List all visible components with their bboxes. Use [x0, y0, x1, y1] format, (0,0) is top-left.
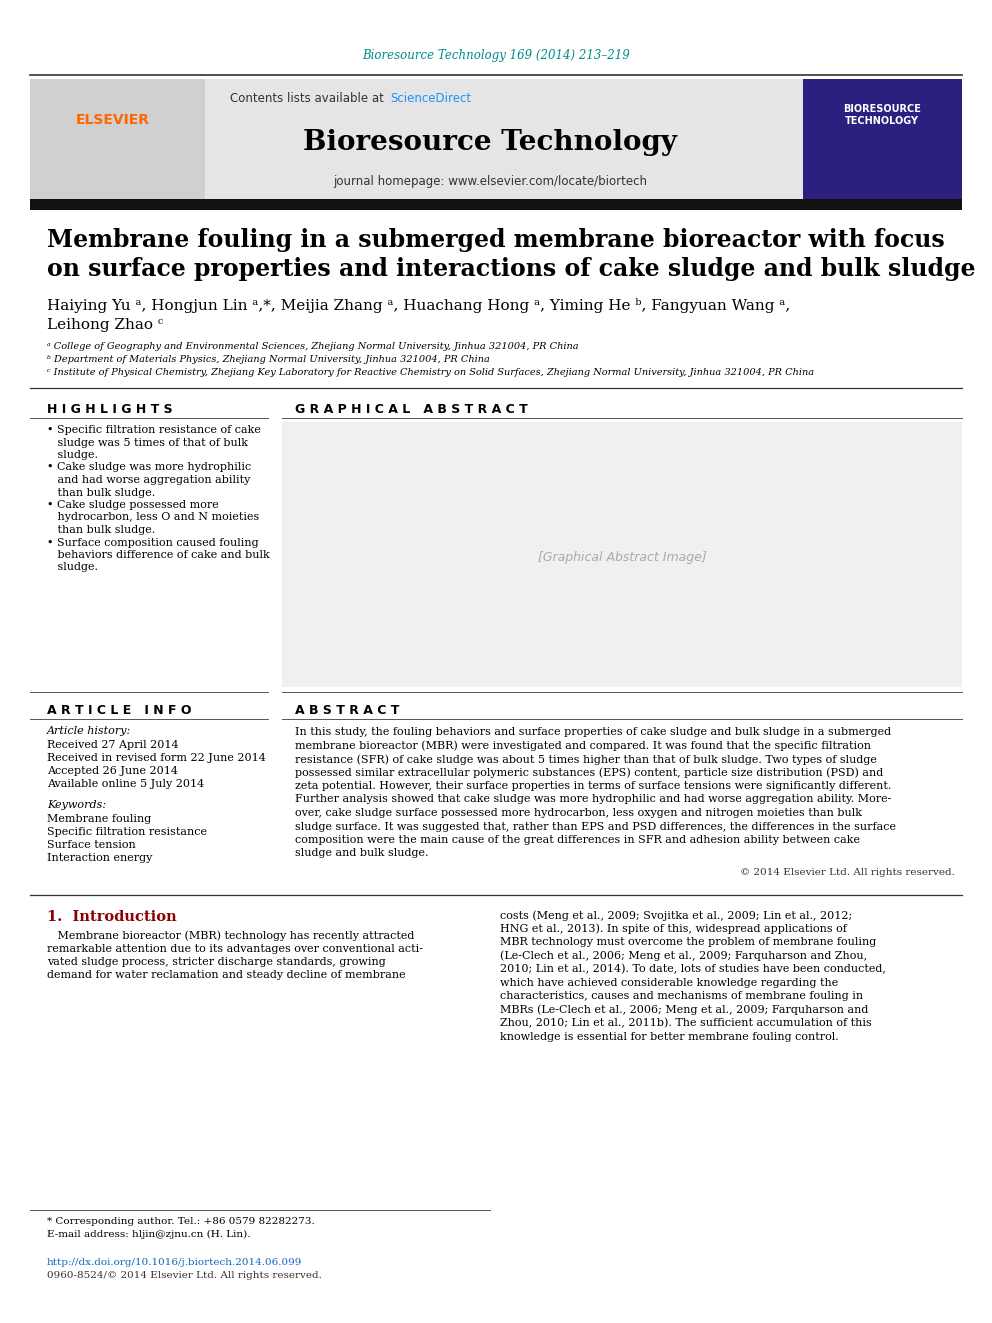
Text: ScienceDirect: ScienceDirect [390, 93, 471, 106]
Text: Membrane fouling in a submerged membrane bioreactor with focus: Membrane fouling in a submerged membrane… [47, 228, 944, 251]
Text: and had worse aggregation ability: and had worse aggregation ability [47, 475, 250, 486]
Text: knowledge is essential for better membrane fouling control.: knowledge is essential for better membra… [500, 1032, 839, 1041]
Text: composition were the main cause of the great differences in SFR and adhesion abi: composition were the main cause of the g… [295, 835, 860, 845]
Text: than bulk sludge.: than bulk sludge. [47, 487, 156, 497]
Text: Haiying Yu ᵃ, Hongjun Lin ᵃ,*, Meijia Zhang ᵃ, Huachang Hong ᵃ, Yiming He ᵇ, Fan: Haiying Yu ᵃ, Hongjun Lin ᵃ,*, Meijia Zh… [47, 298, 791, 314]
Text: Membrane bioreactor (MBR) technology has recently attracted: Membrane bioreactor (MBR) technology has… [47, 930, 415, 941]
Text: HNG et al., 2013). In spite of this, widespread applications of: HNG et al., 2013). In spite of this, wid… [500, 923, 847, 934]
Text: costs (Meng et al., 2009; Svojitka et al., 2009; Lin et al., 2012;: costs (Meng et al., 2009; Svojitka et al… [500, 910, 852, 921]
Text: ELSEVIER: ELSEVIER [76, 112, 150, 127]
Bar [30, 198, 962, 210]
Text: BIORESOURCE
TECHNOLOGY: BIORESOURCE TECHNOLOGY [843, 103, 921, 126]
Text: • Surface composition caused fouling: • Surface composition caused fouling [47, 537, 259, 548]
Text: ᵃ College of Geography and Environmental Sciences, Zhejiang Normal University, J: ᵃ College of Geography and Environmental… [47, 343, 578, 351]
Text: on surface properties and interactions of cake sludge and bulk sludge: on surface properties and interactions o… [47, 257, 975, 280]
Text: sludge was 5 times of that of bulk: sludge was 5 times of that of bulk [47, 438, 248, 447]
Text: MBRs (Le-Clech et al., 2006; Meng et al., 2009; Farquharson and: MBRs (Le-Clech et al., 2006; Meng et al.… [500, 1004, 868, 1015]
Text: Bioresource Technology: Bioresource Technology [303, 130, 677, 156]
Text: which have achieved considerable knowledge regarding the: which have achieved considerable knowled… [500, 978, 838, 987]
Text: resistance (SFR) of cake sludge was about 5 times higher than that of bulk sludg: resistance (SFR) of cake sludge was abou… [295, 754, 877, 765]
Text: ᵇ Department of Materials Physics, Zhejiang Normal University, Jinhua 321004, PR: ᵇ Department of Materials Physics, Zheji… [47, 355, 490, 364]
Bar [803, 79, 962, 198]
Text: (Le-Clech et al., 2006; Meng et al., 2009; Farquharson and Zhou,: (Le-Clech et al., 2006; Meng et al., 200… [500, 950, 867, 960]
Text: ᶜ Institute of Physical Chemistry, Zhejiang Key Laboratory for Reactive Chemistr: ᶜ Institute of Physical Chemistry, Zheji… [47, 368, 814, 377]
Text: 2010; Lin et al., 2014). To date, lots of studies have been conducted,: 2010; Lin et al., 2014). To date, lots o… [500, 964, 886, 974]
Text: demand for water reclamation and steady decline of membrane: demand for water reclamation and steady … [47, 971, 406, 980]
Text: A B S T R A C T: A B S T R A C T [295, 704, 400, 717]
Text: behaviors difference of cake and bulk: behaviors difference of cake and bulk [47, 550, 270, 560]
Text: A R T I C L E   I N F O: A R T I C L E I N F O [47, 704, 191, 717]
Text: Available online 5 July 2014: Available online 5 July 2014 [47, 779, 204, 789]
Text: Received 27 April 2014: Received 27 April 2014 [47, 740, 179, 750]
Text: sludge.: sludge. [47, 450, 98, 460]
Text: In this study, the fouling behaviors and surface properties of cake sludge and b: In this study, the fouling behaviors and… [295, 728, 891, 737]
Text: G R A P H I C A L   A B S T R A C T: G R A P H I C A L A B S T R A C T [295, 404, 528, 415]
Text: Article history:: Article history: [47, 726, 131, 736]
Text: Membrane fouling: Membrane fouling [47, 814, 151, 824]
Text: Keywords:: Keywords: [47, 800, 106, 810]
Text: Received in revised form 22 June 2014: Received in revised form 22 June 2014 [47, 753, 266, 763]
Text: possessed similar extracellular polymeric substances (EPS) content, particle siz: possessed similar extracellular polymeri… [295, 767, 883, 778]
Bar [30, 79, 205, 198]
Text: • Cake sludge was more hydrophilic: • Cake sludge was more hydrophilic [47, 463, 251, 472]
Text: Bioresource Technology 169 (2014) 213–219: Bioresource Technology 169 (2014) 213–21… [362, 49, 630, 61]
Text: H I G H L I G H T S: H I G H L I G H T S [47, 404, 173, 415]
Text: © 2014 Elsevier Ltd. All rights reserved.: © 2014 Elsevier Ltd. All rights reserved… [740, 868, 955, 877]
Text: hydrocarbon, less O and N moieties: hydrocarbon, less O and N moieties [47, 512, 259, 523]
Text: Further analysis showed that cake sludge was more hydrophilic and had worse aggr: Further analysis showed that cake sludge… [295, 795, 892, 804]
Text: vated sludge process, stricter discharge standards, growing: vated sludge process, stricter discharge… [47, 957, 386, 967]
Text: MBR technology must overcome the problem of membrane fouling: MBR technology must overcome the problem… [500, 937, 876, 947]
Text: remarkable attention due to its advantages over conventional acti-: remarkable attention due to its advantag… [47, 943, 423, 954]
Text: Surface tension: Surface tension [47, 840, 136, 849]
Text: Contents lists available at: Contents lists available at [230, 93, 388, 106]
Text: http://dx.doi.org/10.1016/j.biortech.2014.06.099: http://dx.doi.org/10.1016/j.biortech.201… [47, 1258, 303, 1267]
Text: Specific filtration resistance: Specific filtration resistance [47, 827, 207, 837]
Text: sludge surface. It was suggested that, rather than EPS and PSD differences, the : sludge surface. It was suggested that, r… [295, 822, 896, 831]
Text: membrane bioreactor (MBR) were investigated and compared. It was found that the : membrane bioreactor (MBR) were investiga… [295, 741, 871, 751]
Text: • Specific filtration resistance of cake: • Specific filtration resistance of cake [47, 425, 261, 435]
Bar [282, 422, 962, 687]
Text: • Cake sludge possessed more: • Cake sludge possessed more [47, 500, 219, 509]
Text: characteristics, causes and mechanisms of membrane fouling in: characteristics, causes and mechanisms o… [500, 991, 863, 1002]
Text: journal homepage: www.elsevier.com/locate/biortech: journal homepage: www.elsevier.com/locat… [333, 175, 647, 188]
Text: sludge and bulk sludge.: sludge and bulk sludge. [295, 848, 429, 859]
Text: over, cake sludge surface possessed more hydrocarbon, less oxygen and nitrogen m: over, cake sludge surface possessed more… [295, 808, 862, 818]
Text: Interaction energy: Interaction energy [47, 853, 153, 863]
Text: Leihong Zhao ᶜ: Leihong Zhao ᶜ [47, 318, 163, 332]
Bar [30, 79, 962, 198]
Text: * Corresponding author. Tel.: +86 0579 82282273.: * Corresponding author. Tel.: +86 0579 8… [47, 1217, 314, 1226]
Text: [Graphical Abstract Image]: [Graphical Abstract Image] [538, 550, 706, 564]
Text: E-mail address: hljin@zjnu.cn (H. Lin).: E-mail address: hljin@zjnu.cn (H. Lin). [47, 1230, 251, 1240]
Text: than bulk sludge.: than bulk sludge. [47, 525, 156, 534]
Text: 1.  Introduction: 1. Introduction [47, 910, 177, 923]
Text: Accepted 26 June 2014: Accepted 26 June 2014 [47, 766, 178, 777]
Text: Zhou, 2010; Lin et al., 2011b). The sufficient accumulation of this: Zhou, 2010; Lin et al., 2011b). The suff… [500, 1017, 872, 1028]
Text: sludge.: sludge. [47, 562, 98, 573]
Text: zeta potential. However, their surface properties in terms of surface tensions w: zeta potential. However, their surface p… [295, 781, 892, 791]
Text: 0960-8524/© 2014 Elsevier Ltd. All rights reserved.: 0960-8524/© 2014 Elsevier Ltd. All right… [47, 1271, 321, 1279]
